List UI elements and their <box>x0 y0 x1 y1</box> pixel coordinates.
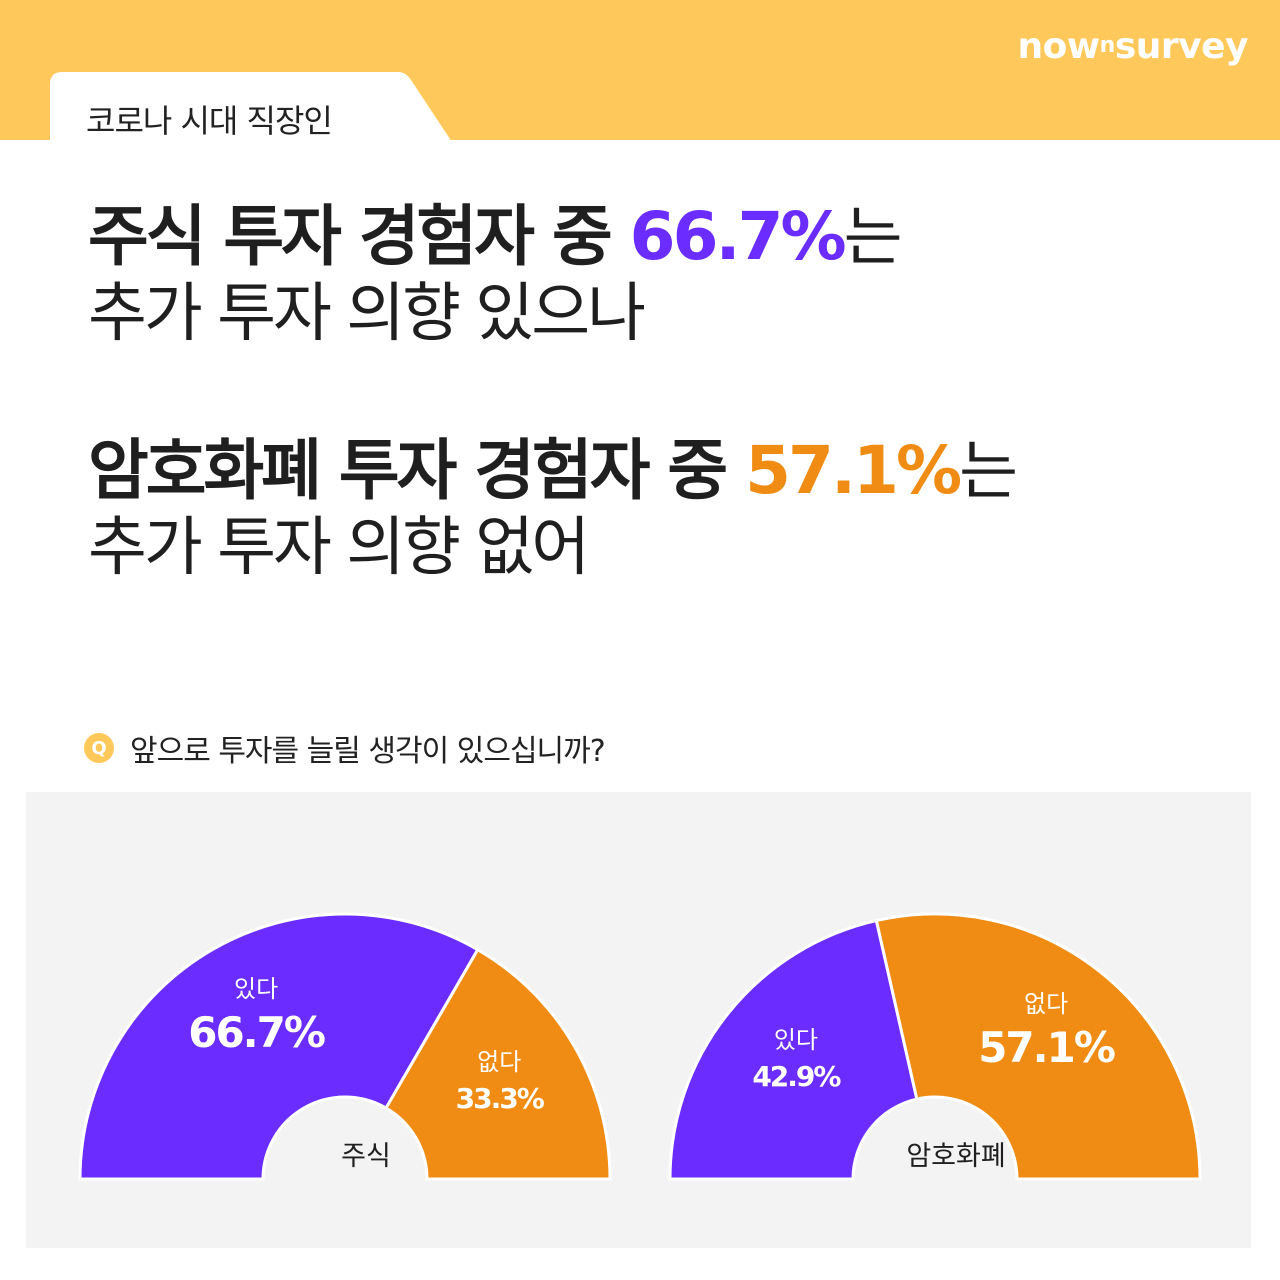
headline-stocks-prefix: 주식 투자 경험자 중 <box>88 198 630 275</box>
headline-crypto-suffix: 는 <box>959 435 1018 509</box>
headline-stocks-suffix: 는 <box>843 201 903 275</box>
brand-logo: nownsurvey <box>1017 26 1249 67</box>
category-tag-label: 코로나 시대 직장인 <box>86 102 333 140</box>
survey-question: Q 앞으로 투자를 늘릴 생각이 있으십니까? <box>84 726 606 770</box>
slice-name-label: 있다 <box>774 1026 818 1054</box>
headline-crypto-line2: 추가 투자 의향 없어 <box>88 510 590 585</box>
slice-no <box>384 947 612 1181</box>
slice-value-label: 66.7% <box>188 1008 325 1057</box>
headline-stocks-value: 66.7% <box>629 198 847 275</box>
slice-yes <box>78 912 480 1181</box>
slice-value-label: 57.1% <box>978 1023 1115 1072</box>
headline-crypto: 암호화폐 투자 경험자 중 57.1%는 추가 투자 의향 없어 <box>88 432 1018 586</box>
chart-1: 있다 66.7% 없다 33.3% 주식 <box>78 912 612 1181</box>
category-tag <box>50 72 452 142</box>
headline-crypto-value: 57.1% <box>745 432 962 509</box>
slice-value-label: 42.9% <box>752 1060 841 1093</box>
question-text: 앞으로 투자를 늘릴 생각이 있으십니까? <box>130 734 606 769</box>
chart-panel: 있다 66.7% 없다 33.3% 주식 있다 42.9% 없다 57.1% 암호화폐 <box>26 792 1251 1248</box>
slice-no <box>874 912 1202 1181</box>
headline-stocks: 주식 투자 경험자 중 66.7%는 추가 투자 의향 있으나 <box>88 198 903 352</box>
headline-crypto-prefix: 암호화폐 투자 경험자 중 <box>88 432 746 509</box>
slice-name-label: 있다 <box>234 975 278 1003</box>
slice-yes <box>668 918 919 1181</box>
chart-center-label: 암호화폐 <box>906 1141 1005 1172</box>
semi-donut-charts: 있다 66.7% 없다 33.3% 주식 있다 42.9% 없다 57.1% 암호화폐 <box>78 912 1202 1181</box>
chart-2: 있다 42.9% 없다 57.1% 암호화폐 <box>668 912 1202 1181</box>
slice-name-label: 없다 <box>1024 990 1068 1018</box>
slice-value-label: 33.3% <box>456 1082 545 1115</box>
slice-name-label: 없다 <box>477 1048 521 1076</box>
question-badge: Q <box>84 733 114 763</box>
chart-center-label: 주식 <box>341 1141 391 1172</box>
headline-stocks-line2: 추가 투자 의향 있으나 <box>88 276 646 351</box>
